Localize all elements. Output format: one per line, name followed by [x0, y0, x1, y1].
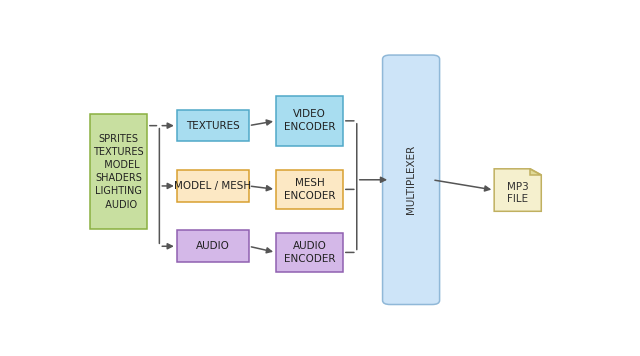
FancyBboxPatch shape: [177, 170, 248, 202]
Text: MODEL / MESH: MODEL / MESH: [174, 181, 252, 191]
Text: TEXTURES: TEXTURES: [186, 121, 239, 131]
FancyBboxPatch shape: [276, 233, 343, 272]
Text: MULTIPLEXER: MULTIPLEXER: [406, 145, 416, 214]
Text: AUDIO: AUDIO: [196, 241, 230, 251]
Polygon shape: [494, 169, 541, 211]
FancyBboxPatch shape: [276, 96, 343, 146]
Text: VIDEO
ENCODER: VIDEO ENCODER: [284, 109, 335, 132]
Polygon shape: [531, 169, 541, 175]
FancyBboxPatch shape: [276, 170, 343, 209]
FancyBboxPatch shape: [177, 230, 248, 262]
Text: MP3
FILE: MP3 FILE: [507, 182, 529, 204]
Text: SPRITES
TEXTURES
  MODEL
SHADERS
LIGHTING
  AUDIO: SPRITES TEXTURES MODEL SHADERS LIGHTING …: [93, 134, 144, 210]
Text: MESH
ENCODER: MESH ENCODER: [284, 178, 335, 201]
FancyBboxPatch shape: [177, 110, 248, 141]
FancyBboxPatch shape: [90, 114, 147, 229]
FancyBboxPatch shape: [383, 55, 440, 304]
Text: AUDIO
ENCODER: AUDIO ENCODER: [284, 241, 335, 264]
